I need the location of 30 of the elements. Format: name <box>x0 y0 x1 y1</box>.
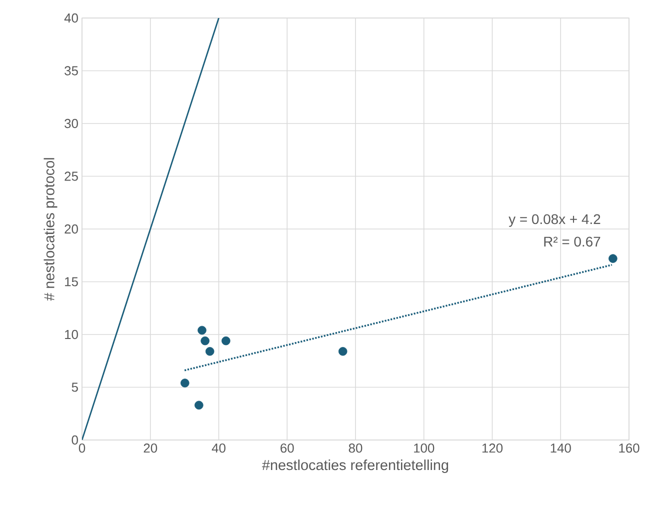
y-tick-label: 5 <box>72 382 78 392</box>
y-tick-label: 10 <box>65 330 78 340</box>
annotation: R² = 0.67 <box>544 236 600 247</box>
annotation: y = 0.08x + 4.2 <box>508 214 600 227</box>
y-axis-title: # nestlocaties protocol <box>44 158 58 301</box>
point <box>194 400 204 410</box>
point <box>608 254 618 263</box>
point <box>205 346 214 356</box>
point <box>338 346 348 356</box>
x-tick-label: 140 <box>550 444 571 453</box>
x-tick-label: 0 <box>78 444 86 453</box>
point <box>198 326 206 335</box>
x-tick-label: 20 <box>144 444 158 453</box>
x-tick-label: 120 <box>482 444 503 453</box>
point <box>180 378 190 388</box>
x-tick-label: 80 <box>348 444 362 453</box>
x-tick-label: 40 <box>212 444 226 453</box>
x-tick-label: 100 <box>414 444 434 453</box>
y-tick-label: 15 <box>65 277 78 286</box>
y-tick-label: 25 <box>64 172 78 181</box>
y-tick-label: 0 <box>72 435 78 445</box>
x-tick-label: 60 <box>280 444 294 453</box>
point <box>222 336 230 346</box>
y-tick-label: 40 <box>64 13 78 23</box>
y-tick-label: 30 <box>64 118 78 128</box>
y-tick-label: 35 <box>64 66 78 76</box>
x-tick-label: 160 <box>619 444 640 453</box>
y-tick-label: 20 <box>64 224 78 234</box>
x-axis-title: #nestlocaties referentietelling <box>262 460 448 473</box>
point <box>200 336 210 346</box>
